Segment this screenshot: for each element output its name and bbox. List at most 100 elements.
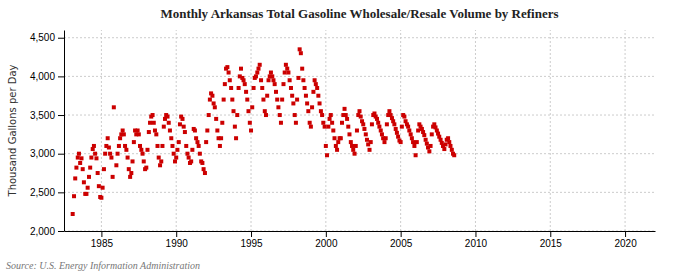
point — [174, 156, 178, 160]
point — [384, 136, 388, 140]
point — [86, 186, 90, 190]
point — [334, 144, 338, 148]
point — [210, 94, 214, 98]
point — [446, 136, 450, 140]
point — [411, 140, 415, 144]
point — [354, 144, 358, 148]
x-tick-mark — [176, 231, 177, 237]
point — [223, 82, 227, 86]
point — [187, 156, 191, 160]
point — [319, 109, 323, 113]
point — [177, 140, 181, 144]
point — [255, 71, 259, 75]
point — [308, 121, 312, 125]
point — [243, 82, 247, 86]
point — [124, 148, 128, 152]
point — [424, 138, 428, 142]
point — [129, 171, 133, 175]
point — [407, 129, 411, 133]
point — [159, 159, 163, 163]
point — [242, 78, 246, 82]
point — [72, 194, 76, 198]
point — [229, 86, 233, 90]
point — [345, 117, 349, 121]
point — [368, 148, 372, 152]
grid-line-x — [176, 30, 177, 231]
x-tick-mark — [550, 231, 551, 237]
point — [260, 86, 264, 90]
x-tick-label: 1995 — [240, 238, 263, 249]
point — [284, 63, 288, 67]
point — [310, 105, 314, 109]
point — [101, 186, 105, 190]
point — [343, 107, 347, 111]
point — [212, 101, 216, 105]
point — [71, 212, 75, 216]
point — [89, 156, 93, 160]
point — [77, 152, 81, 156]
y-axis-line — [64, 31, 65, 232]
point — [245, 98, 249, 102]
point — [84, 192, 88, 196]
point — [147, 130, 151, 134]
point — [139, 148, 143, 152]
point — [82, 180, 86, 184]
grid — [64, 30, 655, 231]
point — [349, 140, 353, 144]
point — [285, 67, 289, 71]
point — [303, 86, 307, 90]
point — [286, 71, 290, 75]
point — [365, 138, 369, 142]
grid-line-x — [325, 30, 326, 231]
point — [215, 129, 219, 133]
point — [281, 82, 285, 86]
point — [200, 161, 204, 165]
point — [111, 175, 115, 179]
x-tick-mark — [475, 231, 476, 237]
x-tick-mark — [625, 231, 626, 237]
point — [80, 156, 84, 160]
point — [173, 159, 177, 163]
point — [88, 166, 92, 170]
point — [122, 132, 126, 136]
point — [385, 122, 389, 126]
grid-line-x — [400, 30, 401, 231]
point — [300, 67, 304, 71]
point — [296, 76, 300, 80]
point — [78, 161, 82, 165]
point — [415, 140, 419, 144]
point — [339, 136, 343, 140]
point — [145, 148, 149, 152]
point — [395, 131, 399, 135]
point — [96, 171, 100, 175]
point — [269, 71, 273, 75]
point — [369, 140, 373, 144]
point — [158, 163, 162, 167]
grid-line-x — [101, 30, 102, 231]
point — [244, 90, 248, 94]
point — [237, 86, 241, 90]
point — [81, 167, 85, 171]
y-tick-label: 3,500 — [30, 110, 55, 121]
point — [213, 105, 217, 109]
point — [359, 115, 363, 119]
point — [375, 117, 379, 121]
x-tick-label: 2010 — [465, 238, 488, 249]
point — [197, 144, 201, 148]
point — [364, 132, 368, 136]
point — [278, 113, 282, 117]
point — [94, 156, 98, 160]
point — [261, 98, 265, 102]
point — [382, 140, 386, 144]
y-tick-label: 3,000 — [30, 148, 55, 159]
point — [406, 125, 410, 129]
y-axis: 2,0002,5003,0003,5004,0004,500 — [30, 31, 65, 237]
point — [202, 167, 206, 171]
point — [301, 78, 305, 82]
x-tick-label: 2020 — [614, 238, 637, 249]
point — [106, 136, 110, 140]
point — [259, 78, 263, 82]
point — [73, 176, 77, 180]
point — [394, 127, 398, 131]
point — [429, 144, 433, 148]
